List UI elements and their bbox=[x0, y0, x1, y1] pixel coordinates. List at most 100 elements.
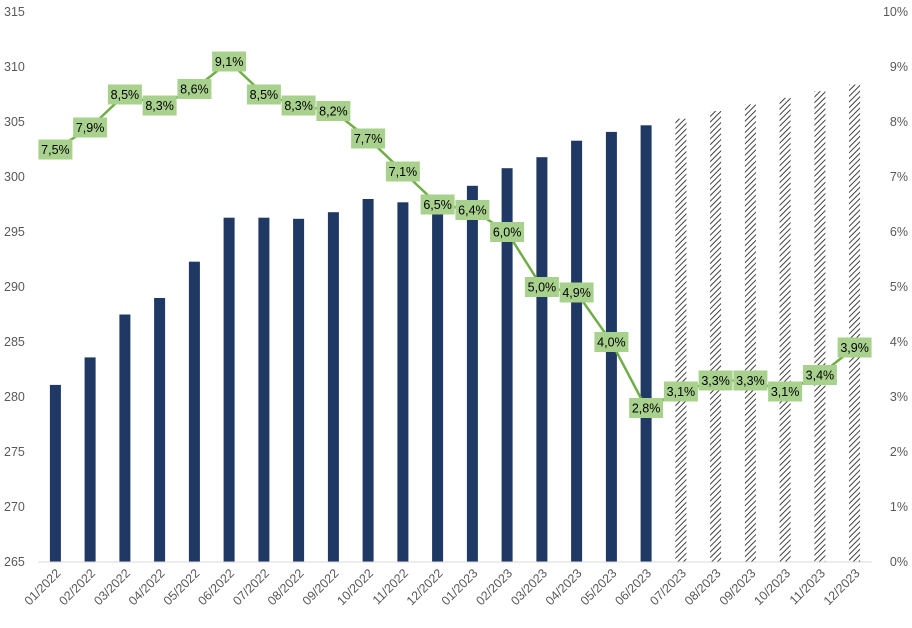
data-label: 3,3% bbox=[698, 370, 733, 391]
x-tick-label: 06/2023 bbox=[612, 566, 654, 608]
y-left-tick-label: 305 bbox=[4, 115, 25, 129]
bar bbox=[397, 202, 409, 563]
data-label: 6,5% bbox=[420, 194, 455, 215]
data-label-bg bbox=[420, 194, 455, 215]
y-left-tick-label: 275 bbox=[4, 445, 25, 459]
data-label: 3,3% bbox=[733, 370, 768, 391]
bar bbox=[84, 357, 96, 562]
y-right-tick-label: 3% bbox=[890, 390, 908, 404]
data-label-text: 3,1% bbox=[771, 385, 800, 399]
bar bbox=[188, 261, 200, 562]
projected-bar bbox=[779, 97, 791, 563]
bar bbox=[293, 218, 305, 563]
data-label-text: 8,3% bbox=[284, 99, 313, 113]
data-label-text: 7,7% bbox=[354, 132, 383, 146]
y-left-tick-label: 290 bbox=[4, 280, 25, 294]
data-label-text: 8,5% bbox=[111, 88, 140, 102]
data-label-bg bbox=[490, 222, 525, 242]
bar bbox=[119, 314, 131, 562]
x-tick-label: 03/2022 bbox=[91, 566, 133, 608]
bar bbox=[432, 212, 444, 562]
y-right-tick-label: 9% bbox=[890, 60, 908, 74]
bar bbox=[154, 298, 166, 562]
x-tick-label: 05/2022 bbox=[161, 566, 203, 608]
data-label-bg bbox=[768, 381, 803, 402]
line-series: 7,5% 7,9% 8,5% 8,3% 8,6% 9,1% 8,5% 8,3% 8,2% 7,7%… bbox=[38, 51, 872, 418]
data-label-text: 5,0% bbox=[528, 281, 557, 295]
y-left-tick-label: 285 bbox=[4, 335, 25, 349]
x-tick-label: 12/2023 bbox=[821, 566, 863, 608]
y-left-tick-label: 300 bbox=[4, 170, 25, 184]
x-tick-label: 11/2022 bbox=[370, 566, 411, 607]
data-label-text: 3,1% bbox=[667, 385, 696, 399]
data-label-bg bbox=[629, 398, 664, 418]
data-label-bg bbox=[802, 365, 837, 385]
data-label: 7,9% bbox=[73, 117, 108, 138]
data-label-text: 3,9% bbox=[840, 341, 869, 355]
data-label: 8,5% bbox=[107, 84, 142, 105]
data-label-bg bbox=[107, 84, 142, 105]
data-label-text: 6,0% bbox=[493, 226, 522, 240]
x-tick-label: 06/2022 bbox=[195, 566, 237, 608]
data-label-bg bbox=[524, 277, 559, 297]
data-label: 7,7% bbox=[351, 128, 386, 149]
data-label: 3,1% bbox=[768, 381, 803, 402]
data-label: 8,3% bbox=[142, 95, 177, 116]
bar-series bbox=[49, 84, 861, 563]
x-tick-label: 01/2022 bbox=[22, 566, 64, 608]
y-right-tick-label: 10% bbox=[883, 5, 908, 19]
data-label-text: 9,1% bbox=[215, 55, 244, 69]
data-label-text: 4,9% bbox=[562, 286, 591, 300]
data-label: 8,5% bbox=[246, 84, 281, 105]
data-label-bg bbox=[177, 79, 212, 99]
x-tick-label: 04/2022 bbox=[126, 566, 168, 608]
data-label-text: 7,9% bbox=[76, 121, 105, 135]
projected-bar bbox=[814, 91, 826, 562]
x-tick-label: 09/2022 bbox=[300, 566, 342, 608]
data-label: 4,9% bbox=[559, 282, 594, 303]
x-tick-label: 11/2023 bbox=[787, 566, 828, 607]
data-label-text: 6,4% bbox=[458, 204, 487, 218]
x-tick-label: 07/2022 bbox=[230, 566, 272, 608]
y-right-tick-label: 7% bbox=[890, 170, 908, 184]
data-label-bg bbox=[316, 101, 351, 121]
data-label: 5,0% bbox=[524, 277, 559, 297]
projected-bar bbox=[675, 118, 687, 562]
projected-bar bbox=[710, 111, 722, 562]
bar bbox=[49, 384, 61, 562]
data-label: 2,8% bbox=[629, 398, 664, 418]
data-label: 7,5% bbox=[38, 139, 73, 160]
bar bbox=[362, 199, 374, 562]
data-label-bg bbox=[698, 370, 733, 391]
bar bbox=[501, 168, 513, 562]
data-label-bg bbox=[594, 332, 629, 352]
x-tick-label: 08/2022 bbox=[265, 566, 307, 608]
bar bbox=[223, 217, 235, 562]
data-label-text: 8,5% bbox=[250, 88, 279, 102]
y-right-tick-label: 8% bbox=[890, 115, 908, 129]
data-label-bg bbox=[663, 381, 698, 402]
data-label-text: 8,2% bbox=[319, 105, 348, 119]
data-label-text: 8,3% bbox=[145, 99, 174, 113]
data-label-bg bbox=[142, 95, 177, 116]
projected-bar bbox=[744, 104, 756, 563]
bar bbox=[258, 217, 270, 562]
data-label: 8,2% bbox=[316, 101, 351, 121]
x-tick-label: 10/2022 bbox=[334, 566, 376, 608]
data-label-bg bbox=[455, 200, 490, 220]
bar bbox=[327, 212, 339, 562]
data-label-text: 3,4% bbox=[806, 369, 835, 383]
bar bbox=[466, 185, 478, 563]
data-label: 8,3% bbox=[281, 95, 316, 116]
data-label: 4,0% bbox=[594, 332, 629, 352]
data-label: 6,0% bbox=[490, 222, 525, 242]
y-left-tick-label: 310 bbox=[4, 60, 25, 74]
data-label-bg bbox=[73, 117, 108, 138]
data-label-bg bbox=[246, 84, 281, 105]
data-label: 7,1% bbox=[385, 161, 420, 182]
data-label: 3,1% bbox=[663, 381, 698, 402]
bar bbox=[571, 140, 583, 562]
y-left-tick-label: 280 bbox=[4, 390, 25, 404]
y-right-tick-label: 1% bbox=[890, 500, 908, 514]
